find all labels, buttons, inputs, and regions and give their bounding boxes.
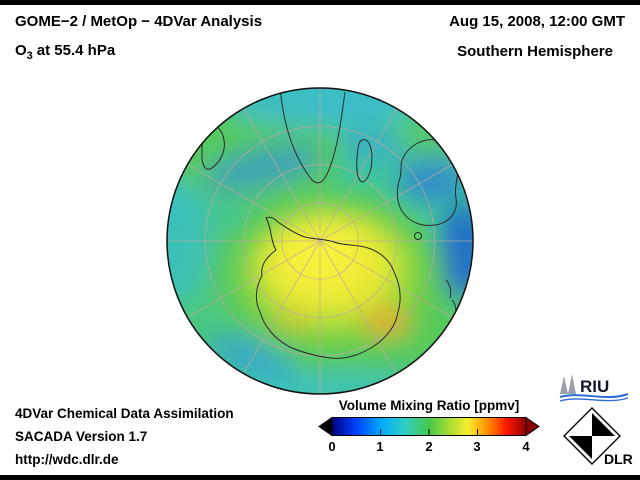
footer-credits: 4DVar Chemical Data Assimilation SACADA … bbox=[15, 402, 234, 471]
colorbar: Volume Mixing Ratio [ppmv] bbox=[316, 398, 542, 455]
tick-label-0: 0 bbox=[328, 439, 336, 454]
bottom-border-bar bbox=[0, 475, 640, 480]
header-left: GOME−2 / MetOp − 4DVar Analysis O3 at 55.… bbox=[15, 14, 262, 62]
dlr-logo: DLR bbox=[562, 406, 636, 473]
dlr-logo-text: DLR bbox=[604, 451, 633, 467]
header-right: Aug 15, 2008, 12:00 GMT Southern Hemisph… bbox=[449, 14, 625, 59]
dlr-mark-lower-icon bbox=[569, 436, 592, 459]
antarctica-coastline bbox=[255, 216, 401, 359]
tick-label-3: 3 bbox=[473, 439, 481, 454]
riu-wave2-icon bbox=[559, 397, 629, 402]
tasmania-coastline bbox=[414, 232, 422, 240]
riu-wave-icon bbox=[559, 393, 629, 398]
level-label: O3 at 55.4 hPa bbox=[15, 42, 116, 62]
riu-logo-text: RIU bbox=[580, 377, 609, 396]
assimilation-label: 4DVar Chemical Data Assimilation bbox=[15, 406, 234, 421]
colorbar-gradient bbox=[318, 416, 540, 437]
colorbar-inner-ticks bbox=[380, 429, 478, 436]
tick-label-2: 2 bbox=[425, 439, 433, 454]
colorbar-right-arrow bbox=[525, 416, 540, 437]
madagascar-coastline bbox=[356, 139, 373, 183]
tick-label-4: 4 bbox=[522, 439, 530, 454]
colorbar-tick-labels: 0 1 2 3 4 bbox=[316, 439, 542, 455]
south-america-coastline bbox=[201, 124, 225, 170]
dlr-mark-outline bbox=[563, 407, 621, 465]
globe-rim bbox=[166, 87, 474, 395]
africa-coastline bbox=[279, 89, 346, 184]
top-border-bar bbox=[0, 0, 640, 5]
tick-label-1: 1 bbox=[376, 439, 384, 454]
url-label: http://wdc.dlr.de bbox=[15, 452, 119, 467]
datetime-label: Aug 15, 2008, 12:00 GMT bbox=[449, 13, 625, 30]
cathedral-icon bbox=[560, 374, 576, 394]
colorbar-left-arrow bbox=[318, 416, 333, 437]
riu-logo: RIU bbox=[558, 372, 636, 409]
analysis-title: GOME−2 / MetOp − 4DVar Analysis bbox=[15, 13, 263, 30]
version-label: SACADA Version 1.7 bbox=[15, 429, 148, 444]
colorbar-title: Volume Mixing Ratio [ppmv] bbox=[338, 398, 520, 413]
dlr-mark-upper-icon bbox=[592, 413, 615, 436]
hemisphere-label: Southern Hemisphere bbox=[457, 43, 613, 60]
